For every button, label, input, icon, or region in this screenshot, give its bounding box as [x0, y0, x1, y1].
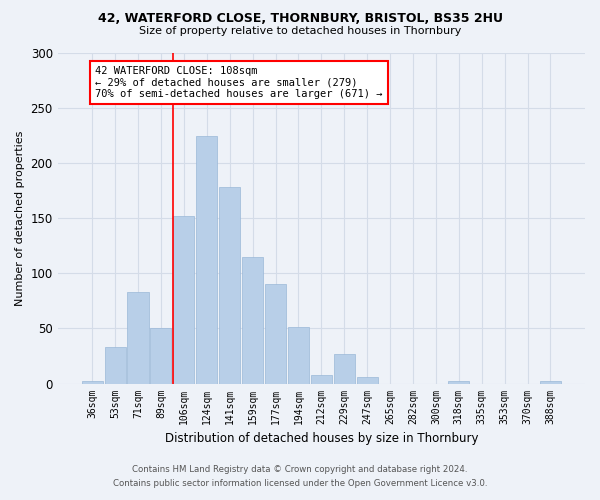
Bar: [219, 187, 240, 384]
Bar: [127, 292, 149, 384]
Bar: [448, 382, 469, 384]
Text: Size of property relative to detached houses in Thornbury: Size of property relative to detached ho…: [139, 26, 461, 36]
Text: 42, WATERFORD CLOSE, THORNBURY, BRISTOL, BS35 2HU: 42, WATERFORD CLOSE, THORNBURY, BRISTOL,…: [97, 12, 503, 26]
Bar: [196, 136, 217, 384]
Text: 42 WATERFORD CLOSE: 108sqm
← 29% of detached houses are smaller (279)
70% of sem: 42 WATERFORD CLOSE: 108sqm ← 29% of deta…: [95, 66, 382, 99]
Bar: [242, 256, 263, 384]
X-axis label: Distribution of detached houses by size in Thornbury: Distribution of detached houses by size …: [164, 432, 478, 445]
Bar: [82, 382, 103, 384]
Y-axis label: Number of detached properties: Number of detached properties: [15, 130, 25, 306]
Bar: [173, 216, 194, 384]
Bar: [540, 382, 561, 384]
Text: Contains HM Land Registry data © Crown copyright and database right 2024.
Contai: Contains HM Land Registry data © Crown c…: [113, 466, 487, 487]
Bar: [151, 328, 172, 384]
Bar: [334, 354, 355, 384]
Bar: [265, 284, 286, 384]
Bar: [356, 377, 378, 384]
Bar: [288, 328, 309, 384]
Bar: [104, 347, 125, 384]
Bar: [311, 374, 332, 384]
